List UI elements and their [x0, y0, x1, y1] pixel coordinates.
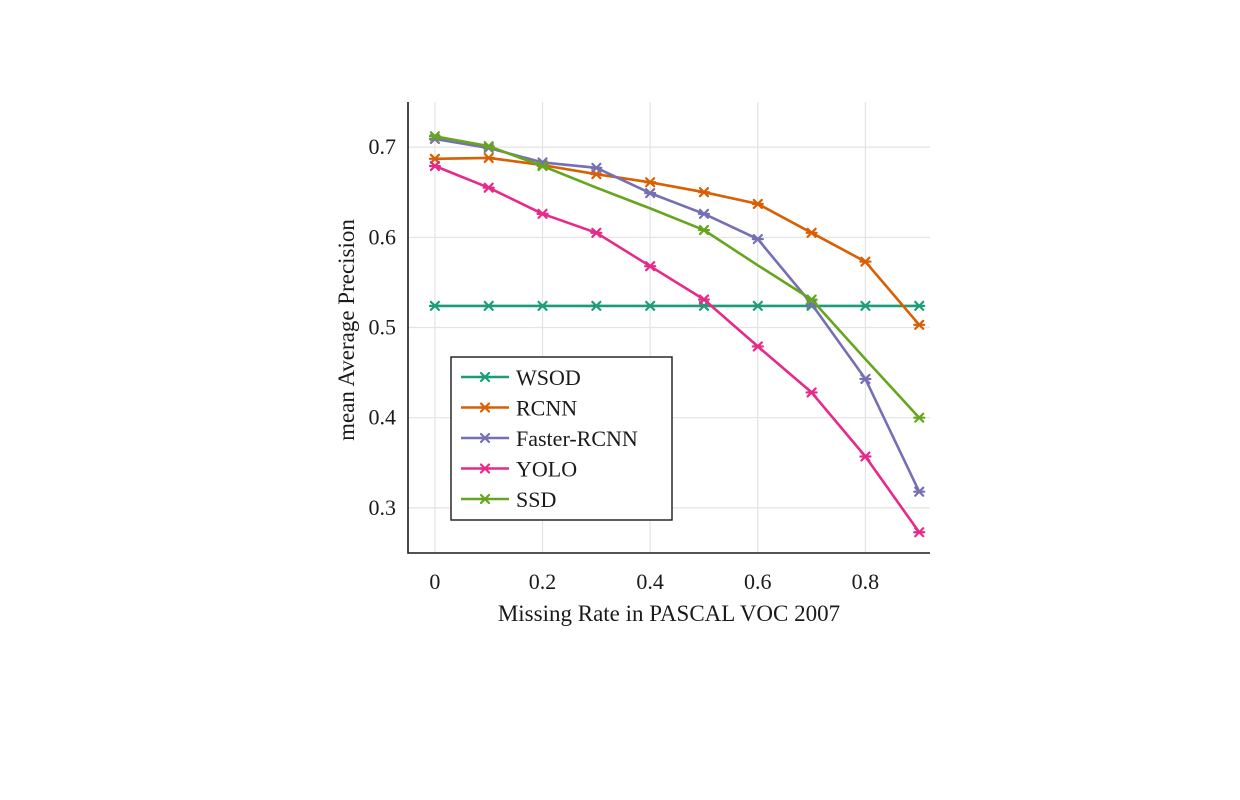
legend-item-faster-rcnn: Faster-RCNN — [461, 426, 638, 451]
series-rcnn — [428, 152, 926, 330]
series-line-rcnn — [433, 156, 921, 327]
x-tick-label: 0.6 — [744, 569, 772, 594]
data-point-yolo — [536, 208, 549, 219]
data-point-wsod — [751, 300, 764, 311]
legend-item-ssd: SSD — [461, 487, 556, 512]
legend: WSOD RCNN Faster-RCNN YOLO SSD — [450, 356, 673, 521]
data-point-rcnn — [751, 198, 764, 210]
data-point-rcnn — [805, 227, 818, 238]
series-ssd — [428, 131, 926, 423]
data-point-faster-rcnn — [697, 208, 711, 219]
legend-marker — [478, 493, 492, 505]
x-tick-label: 0.2 — [529, 569, 557, 594]
data-point-ssd — [428, 131, 442, 142]
axes-frame — [407, 102, 930, 554]
legend-label: SSD — [516, 487, 556, 512]
data-point-rcnn — [428, 153, 442, 164]
legend-item-wsod: WSOD — [461, 365, 581, 390]
tick-labels: 0 0.2 0.4 0.6 0.8 0.3 0.4 0.5 0.6 0.7 — [369, 134, 880, 594]
y-tick-label: 0.3 — [369, 495, 397, 520]
y-axis-label: mean Average Precision — [334, 219, 359, 441]
series-yolo — [428, 160, 926, 538]
data-point-faster-rcnn — [913, 486, 926, 497]
series — [428, 131, 926, 538]
data-point-wsod — [644, 300, 657, 311]
data-point-ssd — [913, 412, 926, 423]
data-point-faster-rcnn — [590, 162, 603, 173]
y-tick-label: 0.7 — [369, 134, 397, 159]
axes — [407, 102, 930, 554]
legend-label: WSOD — [516, 365, 581, 390]
legend-label: RCNN — [516, 396, 577, 421]
data-point-ssd — [697, 224, 711, 236]
data-point-rcnn — [697, 187, 711, 198]
data-point-yolo — [482, 182, 495, 193]
data-point-rcnn — [859, 256, 872, 267]
y-tick-label: 0.4 — [369, 405, 397, 430]
x-tick-label: 0.4 — [636, 569, 664, 594]
data-point-wsod — [536, 300, 549, 311]
data-point-yolo — [913, 527, 926, 538]
legend-marker — [478, 432, 492, 444]
legend-marker — [478, 371, 492, 383]
data-point-rcnn — [482, 152, 495, 164]
data-point-yolo — [751, 341, 764, 352]
y-tick-label: 0.5 — [369, 315, 397, 340]
data-point-wsod — [590, 300, 603, 311]
data-point-ssd — [536, 160, 549, 172]
legend-marker — [478, 402, 492, 413]
data-point-faster-rcnn — [751, 234, 764, 245]
x-axis-label: Missing Rate in PASCAL VOC 2007 — [498, 601, 840, 626]
data-point-ssd — [482, 141, 495, 152]
x-tick-label: 0.8 — [852, 569, 880, 594]
legend-label: Faster-RCNN — [516, 426, 638, 451]
legend-item-rcnn: RCNN — [461, 396, 577, 421]
legend-marker — [478, 463, 492, 474]
data-point-yolo — [805, 387, 818, 398]
data-point-yolo — [644, 261, 657, 272]
x-tick-label: 0 — [429, 569, 440, 594]
series-wsod — [428, 300, 926, 311]
data-point-faster-rcnn — [644, 188, 657, 199]
data-point-wsod — [859, 300, 872, 311]
data-point-faster-rcnn — [859, 373, 872, 385]
series-line-ssd — [433, 135, 921, 420]
legend-item-yolo: YOLO — [461, 457, 577, 482]
data-point-rcnn — [644, 177, 657, 188]
data-point-yolo — [590, 227, 603, 238]
y-tick-label: 0.6 — [369, 224, 397, 249]
data-point-yolo — [859, 451, 872, 462]
data-point-yolo — [428, 160, 442, 172]
data-point-wsod — [428, 300, 442, 311]
data-point-wsod — [913, 300, 926, 311]
series-line-yolo — [433, 164, 921, 534]
data-point-wsod — [482, 300, 495, 311]
data-point-yolo — [697, 294, 711, 305]
data-point-ssd — [805, 294, 818, 305]
legend-label: YOLO — [516, 457, 577, 482]
data-point-rcnn — [913, 319, 926, 330]
